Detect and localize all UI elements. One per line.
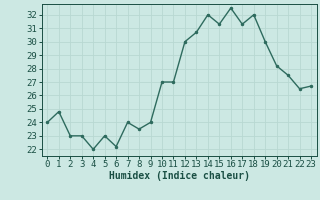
X-axis label: Humidex (Indice chaleur): Humidex (Indice chaleur)	[109, 171, 250, 181]
